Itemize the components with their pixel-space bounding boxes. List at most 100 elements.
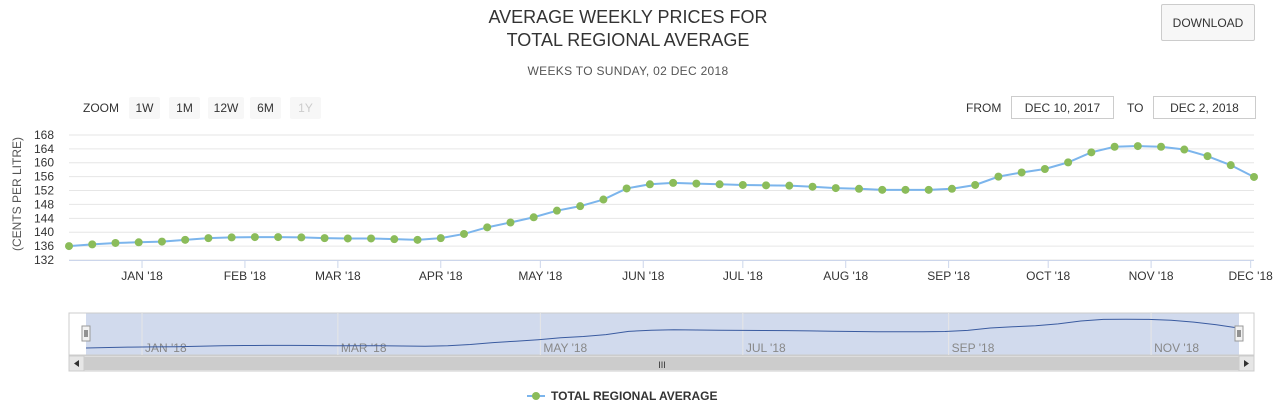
data-point (157, 237, 166, 246)
data-point (715, 180, 724, 189)
x-tick-label: DEC '18 (1229, 269, 1274, 283)
y-tick-label: 168 (34, 128, 54, 142)
navigator-tick-label: JAN '18 (145, 341, 187, 355)
y-tick-label: 152 (34, 184, 54, 198)
data-point (181, 235, 190, 244)
data-point (88, 240, 97, 249)
navigator-tick-label: NOV '18 (1154, 341, 1199, 355)
data-point (994, 172, 1003, 181)
data-point (878, 185, 887, 194)
x-tick-label: AUG '18 (823, 269, 868, 283)
navigator-tick-label: SEP '18 (952, 341, 995, 355)
data-point (529, 213, 538, 222)
data-point (1133, 142, 1142, 151)
x-tick-label: MAY '18 (518, 269, 562, 283)
range-from-input[interactable]: DEC 10, 2017 (1011, 96, 1114, 119)
data-point (1087, 148, 1096, 157)
x-tick-label: MAR '18 (315, 269, 361, 283)
data-point (390, 235, 399, 244)
data-point (1226, 161, 1235, 170)
chart-title: AVERAGE WEEKLY PRICES FOR TOTAL REGIONAL… (0, 6, 1256, 52)
navigator-handle-right[interactable] (1234, 325, 1244, 342)
data-point (274, 233, 283, 242)
y-tick-label: 136 (34, 239, 54, 253)
zoom-label: ZOOM (83, 101, 119, 115)
navigator-tick-label: MAY '18 (543, 341, 587, 355)
data-point (506, 218, 515, 227)
data-point (413, 235, 422, 244)
navigator-mask (86, 313, 1239, 355)
legend-series-symbol (527, 391, 545, 401)
data-point (831, 184, 840, 193)
navigator-series-line (85, 318, 1240, 349)
legend-item[interactable]: TOTAL REGIONAL AVERAGE (527, 389, 717, 403)
y-tick-label: 164 (34, 142, 54, 156)
data-point (343, 234, 352, 243)
x-tick-label: JAN '18 (121, 269, 163, 283)
zoom-1w-button[interactable]: 1W (129, 97, 160, 119)
data-point (436, 234, 445, 243)
zoom-1m-button[interactable]: 1M (169, 97, 200, 119)
download-button[interactable]: DOWNLOAD (1161, 4, 1255, 41)
chart-title-line2: TOTAL REGIONAL AVERAGE (506, 30, 750, 50)
x-tick-label: JUN '18 (622, 269, 665, 283)
data-point (738, 180, 747, 189)
data-point (483, 223, 492, 232)
y-tick-label: 160 (34, 156, 54, 170)
x-tick-label: APR '18 (419, 269, 463, 283)
navigator-frame (68, 312, 1255, 356)
x-tick-label: FEB '18 (224, 269, 267, 283)
y-tick-label: 148 (34, 197, 54, 211)
data-point (622, 184, 631, 193)
data-point (204, 234, 213, 243)
scrollbar-grip: III (658, 360, 666, 370)
y-tick-label: 140 (34, 225, 54, 239)
data-point (947, 184, 956, 193)
scroll-right-arrow-icon (1244, 360, 1249, 367)
scrollbar-thumb (84, 357, 1239, 370)
data-point (692, 179, 701, 188)
legend-series-label: TOTAL REGIONAL AVERAGE (551, 389, 718, 403)
data-point (924, 185, 933, 194)
data-point (1157, 142, 1166, 151)
data-point (111, 238, 120, 247)
range-to-input[interactable]: DEC 2, 2018 (1153, 96, 1256, 119)
navigator-scrollbar[interactable]: III (68, 355, 1255, 372)
data-point (1203, 152, 1212, 161)
y-tick-label: 156 (34, 170, 54, 184)
zoom-1y-button: 1Y (290, 97, 321, 119)
y-tick-label: 132 (34, 253, 54, 267)
range-from-label: FROM (966, 101, 1002, 115)
navigator-handle-left[interactable] (81, 325, 91, 342)
data-point (669, 178, 678, 187)
zoom-6m-button[interactable]: 6M (250, 97, 281, 119)
data-point (250, 233, 259, 242)
data-point (552, 206, 561, 215)
data-point (320, 234, 329, 243)
data-point (1180, 145, 1189, 154)
x-tick-label: OCT '18 (1026, 269, 1070, 283)
data-point (227, 233, 236, 242)
data-point (645, 180, 654, 189)
data-point (971, 180, 980, 189)
data-point (785, 181, 794, 190)
navigator-tick-label: MAR '18 (341, 341, 387, 355)
data-point (460, 229, 468, 238)
series-line (68, 145, 1255, 248)
data-point (855, 184, 863, 193)
y-axis-title: (CENTS PER LITRE) (10, 137, 24, 251)
data-point (599, 195, 608, 204)
data-point (367, 234, 376, 243)
data-point (134, 238, 143, 247)
chart-subtitle: WEEKS TO SUNDAY, 02 DEC 2018 (527, 64, 729, 78)
zoom-12w-button[interactable]: 12W (208, 97, 244, 119)
scroll-left-arrow-icon (74, 360, 79, 367)
data-point (808, 182, 817, 191)
data-point (762, 181, 771, 190)
x-tick-label: NOV '18 (1129, 269, 1174, 283)
data-point (1110, 142, 1119, 151)
chart-title-line1: AVERAGE WEEKLY PRICES FOR (488, 7, 768, 27)
data-point (65, 242, 73, 251)
data-point (1064, 158, 1073, 167)
